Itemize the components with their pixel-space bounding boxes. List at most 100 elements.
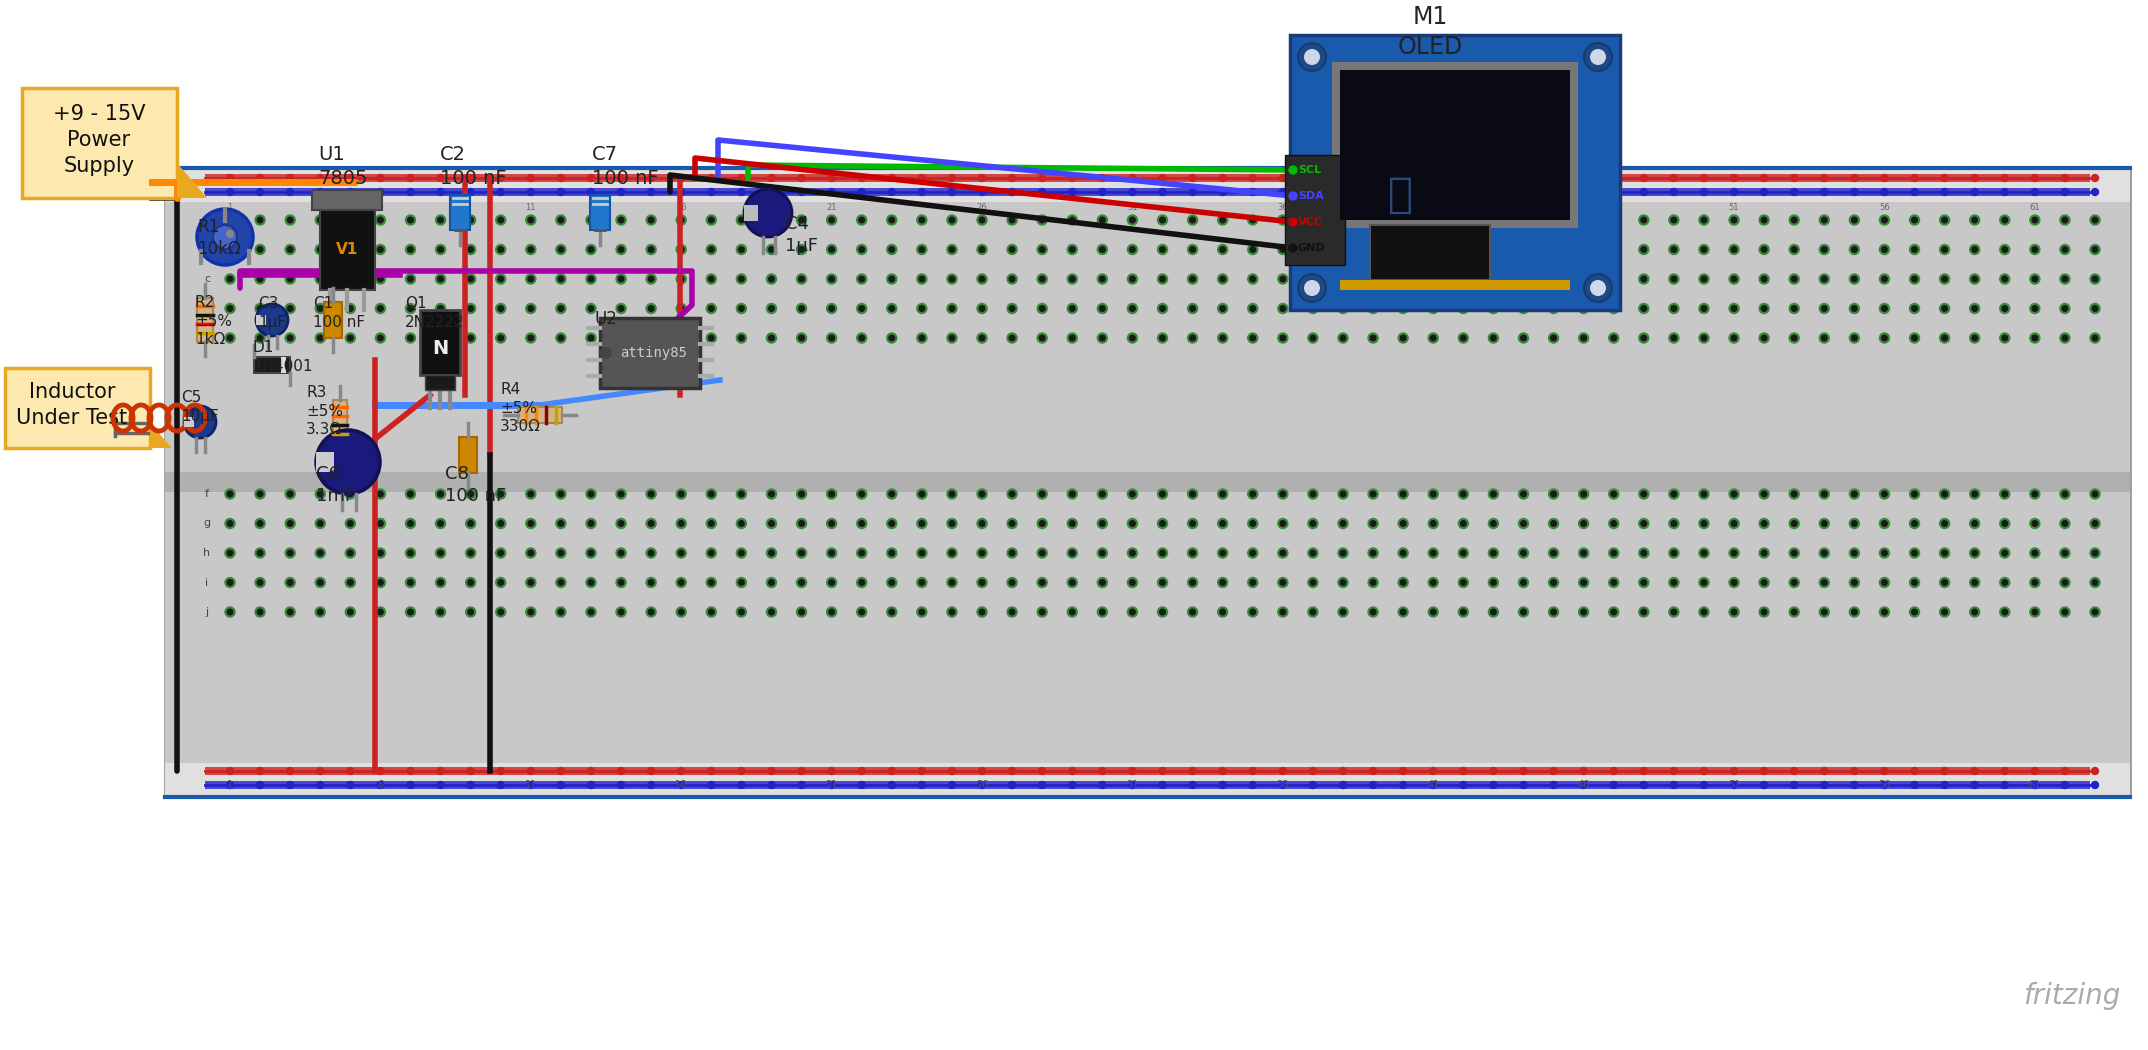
Circle shape (947, 607, 958, 617)
Circle shape (947, 274, 958, 284)
Circle shape (1940, 333, 1950, 343)
Circle shape (1880, 578, 1890, 588)
Circle shape (436, 578, 445, 588)
Circle shape (1370, 768, 1377, 775)
Circle shape (1289, 244, 1297, 252)
Circle shape (1822, 768, 1828, 775)
Circle shape (1611, 550, 1617, 555)
Circle shape (586, 781, 595, 789)
Circle shape (406, 215, 415, 225)
Circle shape (256, 519, 264, 528)
Circle shape (1310, 550, 1317, 555)
Circle shape (528, 276, 533, 281)
Circle shape (829, 781, 836, 789)
Circle shape (1304, 49, 1321, 65)
Circle shape (739, 217, 743, 223)
Circle shape (1220, 217, 1227, 223)
Circle shape (1158, 607, 1169, 617)
Circle shape (1581, 550, 1587, 555)
Circle shape (213, 225, 236, 249)
Circle shape (709, 217, 713, 223)
Circle shape (376, 215, 384, 225)
Circle shape (1428, 303, 1439, 314)
Bar (1332, 62, 1579, 228)
Circle shape (438, 491, 442, 497)
Circle shape (1431, 781, 1437, 789)
Circle shape (1338, 215, 1349, 225)
Circle shape (979, 609, 984, 615)
Circle shape (739, 335, 743, 341)
Circle shape (1458, 274, 1469, 284)
Text: U1
7805: U1 7805 (318, 145, 367, 188)
Circle shape (1398, 245, 1409, 254)
Circle shape (1970, 274, 1980, 284)
Text: 〜: 〜 (1388, 174, 1413, 216)
Circle shape (1791, 247, 1798, 252)
Circle shape (1910, 519, 1920, 528)
Circle shape (556, 519, 565, 528)
Circle shape (1942, 276, 1948, 281)
Circle shape (468, 491, 473, 497)
Circle shape (408, 247, 412, 252)
Circle shape (1070, 217, 1074, 223)
Circle shape (1731, 781, 1738, 789)
Circle shape (378, 247, 382, 252)
Circle shape (316, 489, 324, 499)
Circle shape (1609, 303, 1620, 314)
Circle shape (917, 245, 926, 254)
Circle shape (769, 550, 773, 555)
Circle shape (2002, 335, 2008, 341)
Circle shape (1278, 578, 1289, 588)
Circle shape (1100, 580, 1104, 585)
Circle shape (1068, 519, 1078, 528)
Circle shape (1010, 217, 1014, 223)
Circle shape (1759, 607, 1770, 617)
Circle shape (1639, 333, 1650, 343)
Circle shape (1611, 306, 1617, 311)
Circle shape (917, 303, 926, 314)
Circle shape (1160, 276, 1166, 281)
Circle shape (346, 189, 354, 195)
Circle shape (226, 189, 234, 195)
Circle shape (1910, 215, 1920, 225)
Circle shape (556, 333, 565, 343)
Circle shape (288, 521, 292, 526)
Circle shape (1160, 609, 1166, 615)
Circle shape (1297, 43, 1325, 71)
Circle shape (709, 609, 713, 615)
Circle shape (1639, 519, 1650, 528)
Circle shape (1340, 247, 1347, 252)
Circle shape (556, 548, 565, 558)
Circle shape (1007, 548, 1018, 558)
Circle shape (1880, 548, 1890, 558)
Circle shape (1639, 578, 1650, 588)
Circle shape (2030, 578, 2041, 588)
Circle shape (1489, 519, 1499, 528)
Circle shape (256, 607, 264, 617)
Circle shape (348, 609, 352, 615)
Circle shape (707, 578, 715, 588)
Circle shape (1671, 491, 1678, 497)
Circle shape (1250, 609, 1257, 615)
Circle shape (1611, 781, 1617, 789)
Circle shape (1701, 768, 1708, 775)
Circle shape (528, 609, 533, 615)
Circle shape (769, 306, 773, 311)
Circle shape (2090, 578, 2101, 588)
Circle shape (1609, 607, 1620, 617)
Circle shape (707, 489, 715, 499)
Circle shape (1100, 609, 1104, 615)
Circle shape (1731, 189, 1738, 195)
Circle shape (558, 580, 563, 585)
Circle shape (707, 519, 715, 528)
Circle shape (1639, 215, 1650, 225)
Circle shape (2060, 303, 2071, 314)
Circle shape (1037, 245, 1048, 254)
Circle shape (1671, 174, 1678, 182)
Circle shape (1250, 491, 1257, 497)
Circle shape (1310, 609, 1317, 615)
Circle shape (1581, 189, 1587, 195)
Circle shape (1581, 768, 1587, 775)
Circle shape (376, 768, 384, 775)
Circle shape (1791, 276, 1798, 281)
